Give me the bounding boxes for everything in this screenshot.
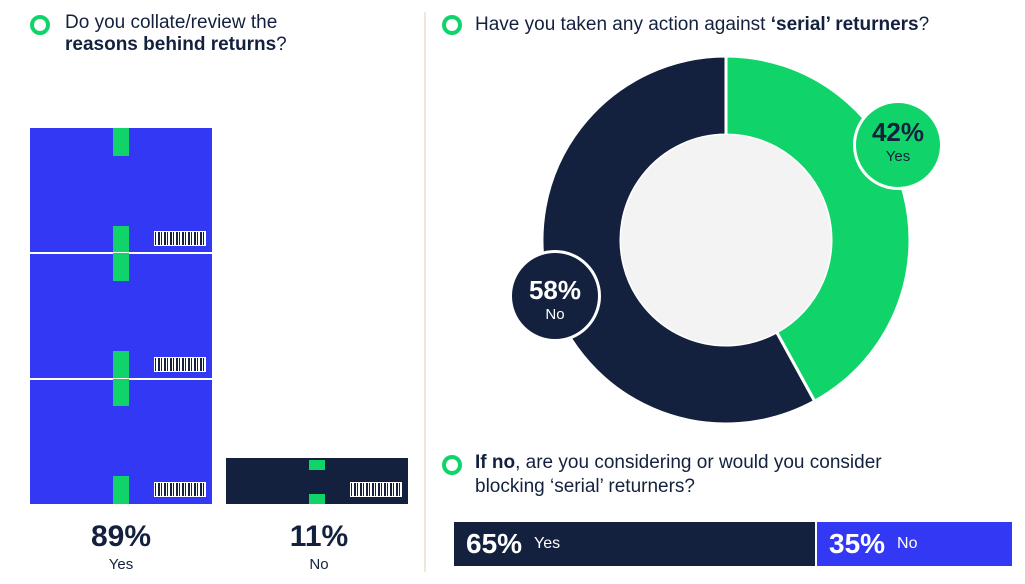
left-question-line1: Do you collate/review the (65, 12, 278, 33)
donut-bubble-yes: 42% Yes (853, 100, 943, 190)
right-question-bullet-icon (442, 15, 462, 35)
bar-label-no: No (309, 556, 329, 573)
donut-hole (621, 135, 831, 345)
sub-question: If no, are you considering or would you … (475, 451, 1020, 499)
tape-stripe (113, 128, 129, 156)
barcode-icon (154, 356, 206, 372)
tape-stripe (309, 460, 325, 471)
tape-stripe (113, 378, 129, 407)
barcode-icon (154, 231, 206, 247)
bar-label-yes: Yes (108, 556, 134, 573)
tape-stripe (113, 351, 129, 379)
sub-question-bold: If no (475, 452, 516, 473)
right-question: Have you taken any action against ‘seria… (475, 14, 1020, 36)
donut-slice-no (540, 54, 817, 426)
donut-bubble-no: 58% No (509, 250, 601, 342)
right-question-bold: ‘serial’ returners (770, 14, 919, 35)
right-question-prefix: Have you taken any action against (475, 14, 771, 35)
tape-stripe (113, 225, 129, 254)
hbar-value-yes: 65% (466, 528, 523, 559)
bar-value-no: 11% (289, 520, 349, 553)
left-question: Do you collate/review the reasons behind… (65, 12, 405, 56)
hbar-label-no: No (897, 535, 918, 552)
donut-value-yes: 42% (871, 117, 925, 147)
hbar-value-no: 35% (829, 528, 886, 559)
sub-question-line2: blocking ‘serial’ returners? (475, 476, 696, 497)
left-question-bullet-icon (30, 15, 50, 35)
barcode-icon (154, 482, 206, 497)
donut-value-no: 58% (528, 275, 582, 305)
left-question-bold: reasons behind returns (65, 34, 277, 55)
sub-question-line1: , are you considering or would you consi… (515, 452, 882, 473)
hbar-segment-yes: 65% Yes (454, 522, 815, 566)
hbar-segment-no: 35% No (817, 522, 1012, 566)
bar-value-yes: 89% (90, 520, 152, 553)
donut-label-yes: Yes (885, 148, 911, 165)
tape-stripe (309, 493, 325, 504)
donut-label-no: No (545, 306, 565, 323)
tape-stripe (113, 253, 129, 281)
barcode-icon (350, 482, 402, 497)
bar-yes (30, 128, 212, 504)
left-question-end: ? (276, 34, 287, 55)
tape-stripe (113, 476, 129, 504)
right-question-end: ? (918, 14, 930, 35)
sub-question-bullet-icon (442, 455, 462, 475)
hbar-label-yes: Yes (534, 535, 561, 552)
panel-divider (424, 12, 426, 572)
